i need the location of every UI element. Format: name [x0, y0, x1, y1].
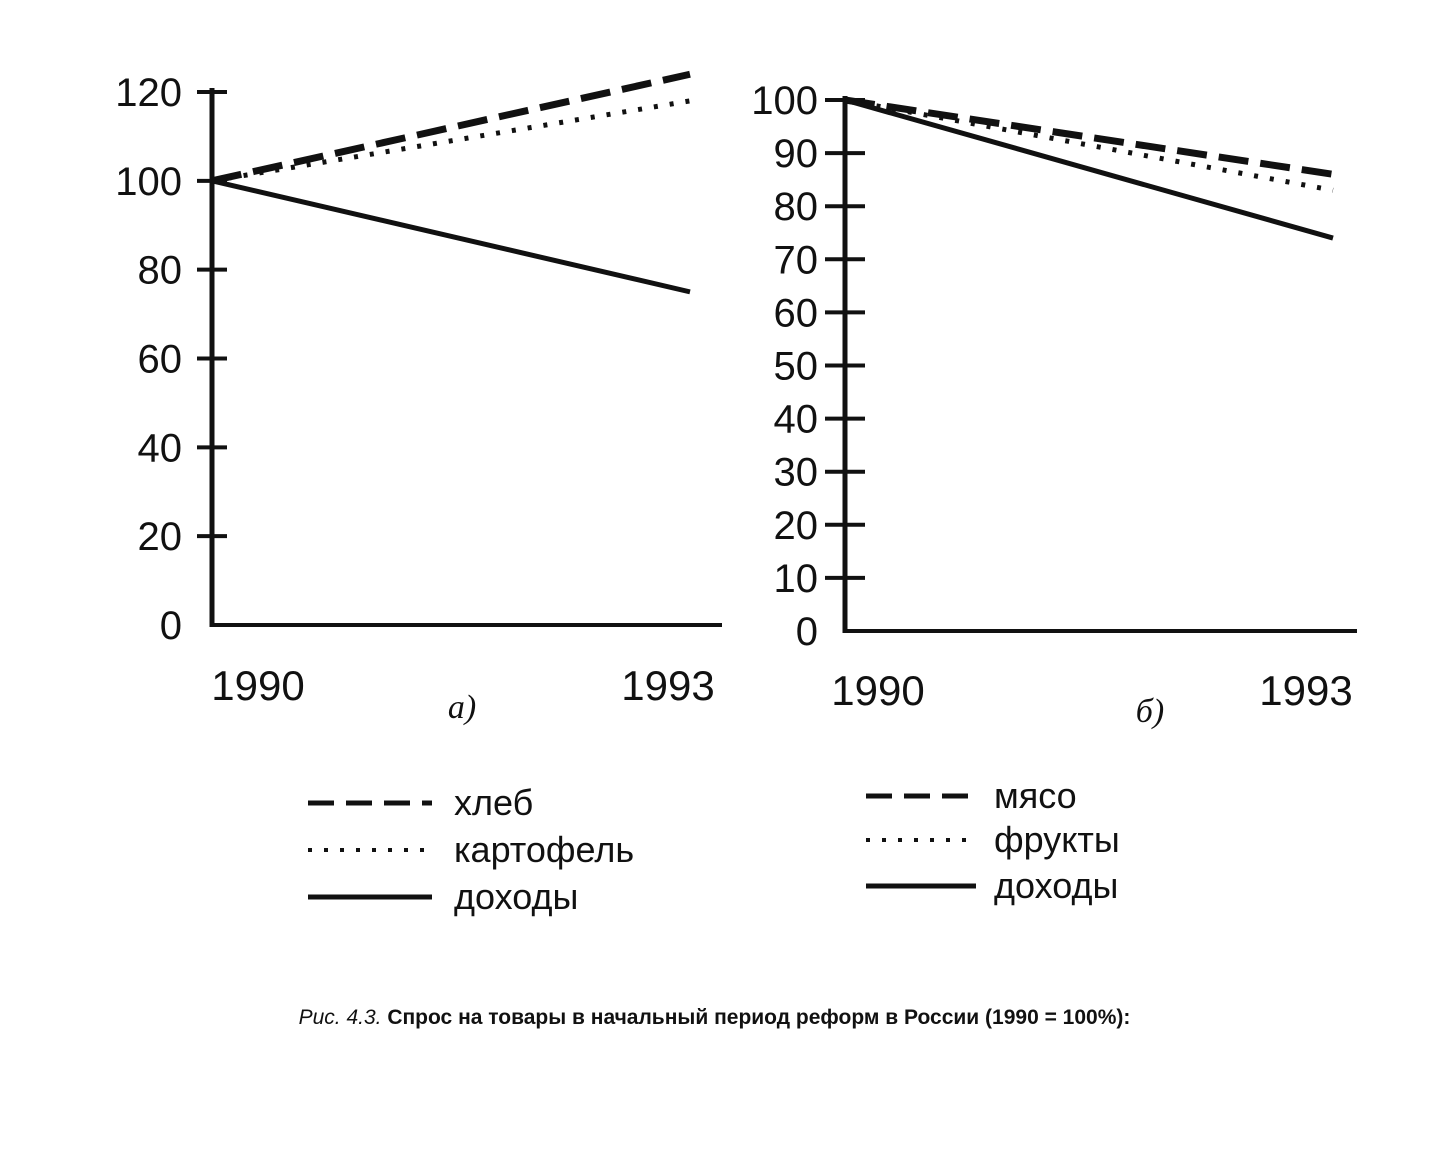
- chart-panel-a: 0 20 40 60 80 100 120 1990 1993 а): [115, 70, 722, 726]
- y-tick-label: 20: [774, 504, 819, 548]
- y-tick-label: 100: [751, 79, 818, 123]
- y-tick-label: 80: [774, 185, 819, 229]
- panel-label: б): [1136, 693, 1164, 730]
- y-tick-label: 30: [774, 451, 819, 495]
- y-tick-label: 50: [774, 345, 819, 389]
- x-tick-label: 1990: [831, 667, 924, 714]
- series-line-dotted: [211, 98, 691, 184]
- figure-number: Рис. 4.3.: [298, 1006, 382, 1029]
- legend-label: доходы: [454, 876, 578, 917]
- y-tick-label: 0: [160, 604, 182, 648]
- x-tick-label: 1990: [211, 662, 304, 709]
- y-tick-label: 80: [138, 249, 183, 293]
- y-tick-label: 60: [138, 338, 183, 382]
- series-line-dotted: [844, 97, 1334, 193]
- series-line-dashed: [844, 96, 1334, 178]
- series-line-dashed: [211, 70, 691, 185]
- chart-panel-b: 0 10 20 30 40 50 60 70 80 90 100 1990 1993 б): [751, 79, 1357, 730]
- legend-label: фрукты: [994, 819, 1120, 860]
- legend-label: мясо: [994, 775, 1077, 816]
- y-tick-label: 10: [774, 557, 819, 601]
- y-tick-label: 40: [138, 426, 183, 470]
- y-tick-label: 60: [774, 291, 819, 335]
- y-tick-label: 20: [138, 515, 183, 559]
- y-tick-label: 70: [774, 238, 819, 282]
- panel-label: а): [448, 689, 476, 726]
- y-tick-label: 90: [774, 132, 819, 176]
- figure-title: Спрос на товары в начальный период рефор…: [387, 1006, 1131, 1029]
- x-tick-label: 1993: [1259, 667, 1352, 714]
- y-tick-label: 100: [115, 160, 182, 204]
- legend-label: доходы: [994, 865, 1118, 906]
- y-tick-label: 40: [774, 398, 819, 442]
- series-line-solid: [844, 97, 1334, 241]
- legend-a: хлеб картофель доходы: [308, 782, 634, 917]
- figure-caption: Рис. 4.3. Спрос на товары в начальный пе…: [0, 1006, 1429, 1030]
- y-tick-label: 120: [115, 71, 182, 115]
- legend-label: хлеб: [454, 782, 533, 823]
- legend-label: картофель: [454, 829, 634, 870]
- x-tick-label: 1993: [621, 662, 714, 709]
- series-line-solid: [211, 178, 691, 295]
- y-tick-label: 0: [796, 610, 818, 654]
